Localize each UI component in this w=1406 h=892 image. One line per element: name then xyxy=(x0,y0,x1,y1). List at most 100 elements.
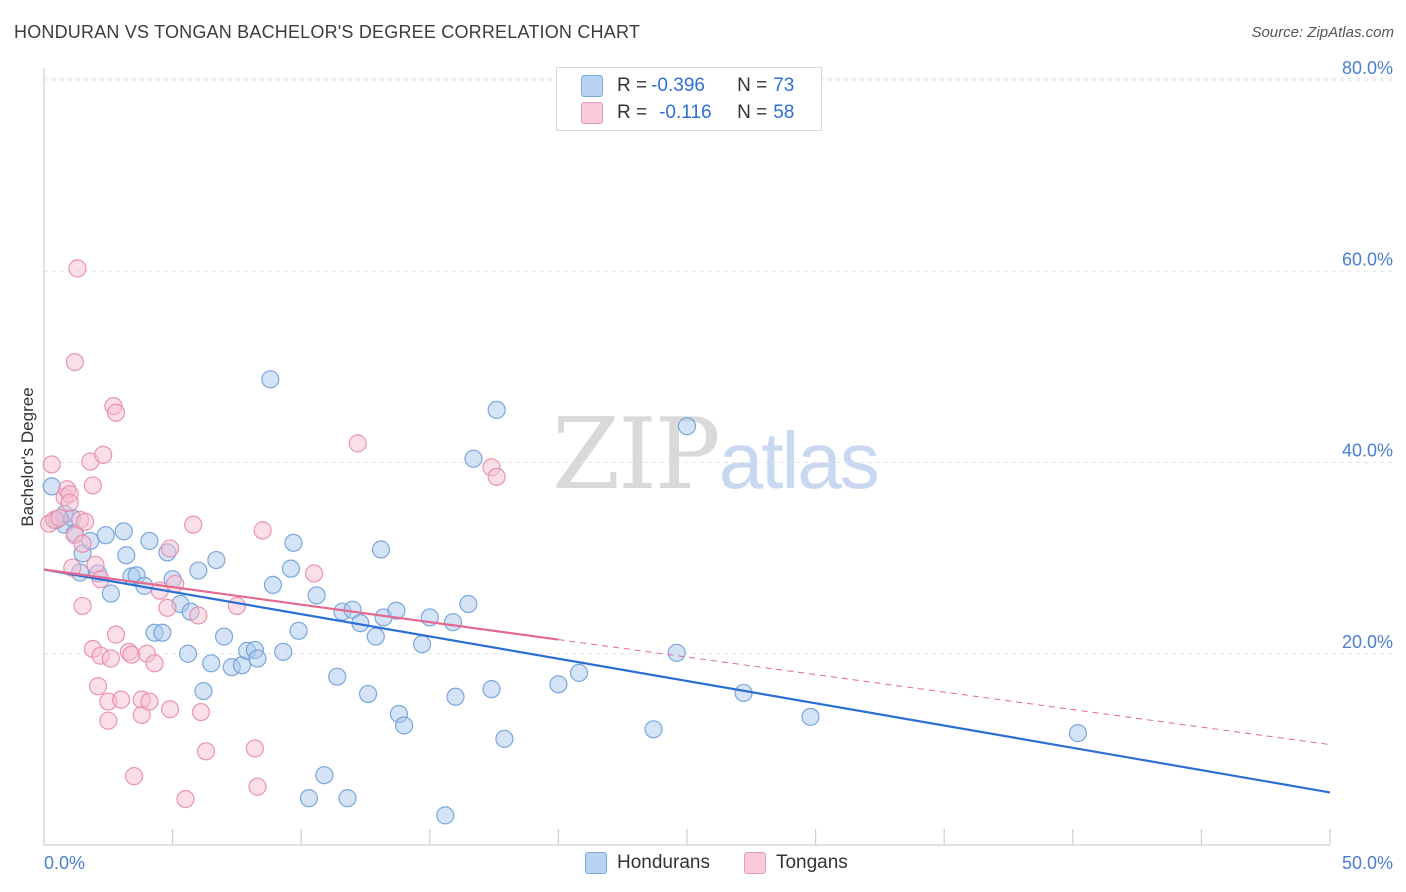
honduran-point xyxy=(299,789,319,808)
hondurans-swatch xyxy=(581,75,603,97)
tongan-point xyxy=(189,606,208,625)
honduran-point xyxy=(549,675,568,694)
legend-r-value: -0.396 xyxy=(651,75,705,96)
honduran-point xyxy=(178,644,198,663)
tongans-swatch xyxy=(581,102,603,124)
honduran-point xyxy=(801,707,820,726)
y-tick-label: 20.0% xyxy=(1342,632,1393,652)
honduran-point xyxy=(281,559,301,578)
hondurans-swatch xyxy=(585,852,607,874)
tongans-trend-line xyxy=(43,568,559,641)
correlation-legend: R = -0.396 N = 73 R = -0.116 N = 58 xyxy=(556,67,822,131)
series-legend-label: Hondurans xyxy=(617,852,710,873)
honduran-point xyxy=(189,561,208,580)
honduran-point xyxy=(202,654,221,673)
watermark-zip: ZIP xyxy=(552,398,721,512)
watermark-atlas: atlas xyxy=(718,416,880,505)
tongan-point xyxy=(42,455,61,474)
honduran-point xyxy=(1068,724,1088,743)
tongan-point xyxy=(140,692,159,711)
honduran-point xyxy=(261,370,280,389)
hondurans-trend-line xyxy=(43,568,1331,794)
tongan-point xyxy=(248,777,267,796)
tongan-point xyxy=(245,739,265,758)
legend-n-label: N = xyxy=(737,75,768,96)
honduran-point xyxy=(274,642,293,661)
tongan-point xyxy=(50,508,69,528)
honduran-point xyxy=(436,806,455,825)
tongan-point xyxy=(60,493,79,512)
legend-row-tongans: R = -0.116 N = 58 xyxy=(581,101,794,125)
honduran-point xyxy=(307,586,326,605)
honduran-point xyxy=(482,680,501,699)
tongan-point xyxy=(101,649,120,668)
tongan-point xyxy=(191,702,210,722)
x-tick-label: 50.0% xyxy=(1342,853,1393,873)
honduran-point xyxy=(214,627,234,646)
tongan-point xyxy=(106,403,126,422)
honduran-point xyxy=(446,687,465,706)
hondurans-series xyxy=(42,370,1088,825)
honduran-point xyxy=(248,649,267,668)
tongan-point xyxy=(122,645,141,664)
honduran-point xyxy=(366,627,385,646)
tongan-point xyxy=(227,596,246,616)
watermark: ZIPatlas xyxy=(552,398,880,512)
legend-r-label: R = xyxy=(617,102,648,123)
y-axis-label: Bachelor's Degree xyxy=(18,387,37,526)
legend-n-value: 73 xyxy=(773,75,795,96)
honduran-point xyxy=(96,526,115,545)
tongan-point xyxy=(132,705,151,725)
x-tick-label: 0.0% xyxy=(44,853,85,873)
tongan-point xyxy=(348,434,367,453)
honduran-point xyxy=(734,683,753,703)
honduran-point xyxy=(101,584,120,603)
tongan-point xyxy=(166,574,185,594)
honduran-point xyxy=(459,594,478,614)
honduran-point xyxy=(495,729,514,748)
tongan-point xyxy=(83,476,102,495)
legend-r-value: -0.116 xyxy=(659,102,712,123)
honduran-point xyxy=(140,531,159,551)
honduran-point xyxy=(338,789,357,808)
honduran-point xyxy=(194,681,213,701)
tongan-point xyxy=(184,515,203,534)
honduran-point xyxy=(153,623,172,642)
legend-row-hondurans: R = -0.396 N = 73 xyxy=(581,74,794,98)
source-label: Source: ZipAtlas.com xyxy=(1251,24,1394,41)
tongan-point xyxy=(73,534,92,553)
tongan-point xyxy=(304,564,324,583)
tongans-trend-line-extension xyxy=(558,639,1331,746)
honduran-point xyxy=(677,417,697,436)
tongan-point xyxy=(65,352,84,372)
tongans-swatch xyxy=(743,852,766,874)
y-tick-label: 60.0% xyxy=(1342,249,1393,269)
tongan-point xyxy=(94,445,113,464)
tongan-point xyxy=(112,690,131,709)
series-legend-label: Tongans xyxy=(775,852,848,873)
honduran-point xyxy=(464,449,483,468)
y-tick-label: 80.0% xyxy=(1342,58,1393,78)
honduran-point xyxy=(328,667,347,686)
tongan-point xyxy=(76,512,95,531)
honduran-point xyxy=(289,621,308,640)
honduran-point xyxy=(487,400,506,420)
tongan-point xyxy=(253,521,272,540)
honduran-point xyxy=(387,601,406,620)
honduran-point xyxy=(114,522,133,541)
tongan-point xyxy=(487,467,506,486)
honduran-point xyxy=(263,575,283,595)
tongan-point xyxy=(196,742,216,761)
series-legend-hondurans: Hondurans xyxy=(585,852,710,874)
legend-n-value: 58 xyxy=(773,102,795,123)
tongan-point xyxy=(68,259,87,278)
series-legend: Hondurans Tongans xyxy=(585,852,882,874)
honduran-point xyxy=(644,720,663,739)
series-legend-tongans: Tongans xyxy=(743,852,848,874)
chart-title: HONDURAN VS TONGAN BACHELOR'S DEGREE COR… xyxy=(14,22,641,42)
honduran-point xyxy=(207,550,226,570)
tongan-point xyxy=(73,596,92,616)
tongan-point xyxy=(160,700,180,719)
tongan-point xyxy=(160,539,180,558)
